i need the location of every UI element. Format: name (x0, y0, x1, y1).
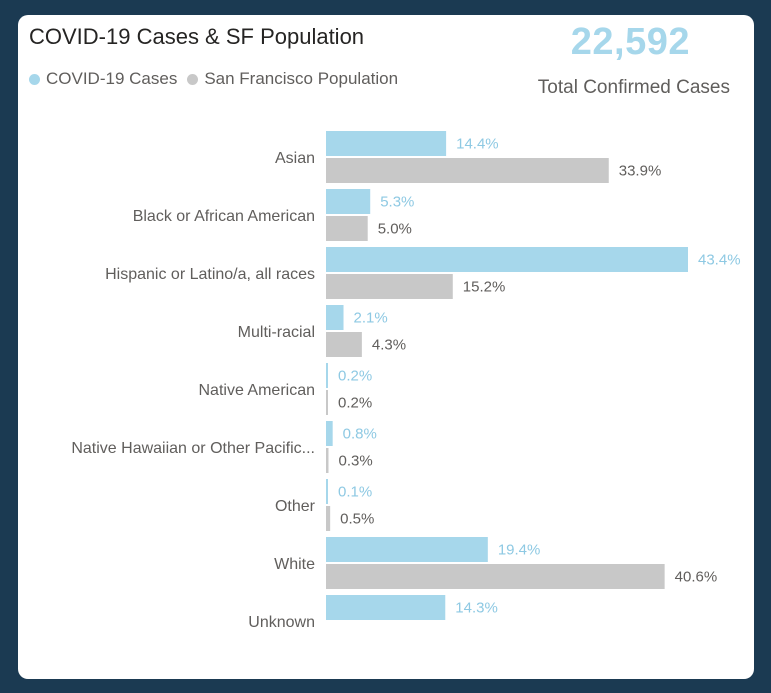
category-label: Multi-racial (238, 324, 315, 341)
data-label-population: 0.5% (340, 511, 374, 528)
bar-population[interactable] (326, 506, 331, 531)
category-label: Hispanic or Latino/a, all races (105, 266, 315, 283)
data-label-cases: 43.4% (698, 252, 741, 269)
data-label-cases: 0.1% (338, 484, 372, 501)
data-label-cases: 14.4% (456, 136, 499, 153)
category-label: Black or African American (133, 208, 315, 225)
bar-population[interactable] (326, 158, 609, 183)
bar-population[interactable] (326, 448, 329, 473)
bar-cases[interactable] (326, 421, 333, 446)
data-label-cases: 5.3% (380, 194, 414, 211)
legend-label-cases: COVID-19 Cases (46, 69, 178, 88)
kpi-label: Total Confirmed Cases (537, 77, 730, 98)
bar-cases[interactable] (326, 479, 328, 504)
category-label: Other (275, 498, 316, 515)
data-label-population: 15.2% (463, 279, 506, 296)
bar-cases[interactable] (326, 363, 328, 388)
data-label-population: 40.6% (675, 569, 718, 586)
bar-cases[interactable] (326, 189, 371, 214)
bar-cases[interactable] (326, 595, 446, 620)
bar-chart: Asian 14.4% 33.9% Black or African American… (71, 131, 741, 631)
data-label-population: 5.0% (378, 221, 412, 238)
bar-population[interactable] (326, 564, 665, 589)
data-label-cases: 0.8% (343, 426, 377, 443)
bar-population[interactable] (326, 216, 368, 241)
bar-population[interactable] (326, 332, 362, 357)
legend-item-population[interactable]: San Francisco Population (187, 69, 398, 89)
chart-card: COVID-19 Cases & SF Population COVID-19 … (18, 15, 754, 679)
legend-label-population: San Francisco Population (204, 69, 399, 88)
bar-cases[interactable] (326, 247, 688, 272)
legend-dot-cases (29, 73, 40, 85)
category-label: Native Hawaiian or Other Pacific... (71, 440, 315, 457)
data-label-population: 0.2% (338, 395, 372, 412)
category-label: White (274, 556, 315, 573)
bar-population[interactable] (326, 390, 328, 415)
category-label: Unknown (248, 614, 315, 631)
data-label-cases: 14.3% (455, 600, 498, 617)
data-label-cases: 0.2% (338, 368, 372, 385)
category-label: Asian (275, 150, 315, 167)
legend: COVID-19 Cases San Francisco Population (29, 69, 408, 89)
bar-population[interactable] (326, 274, 453, 299)
chart-title: COVID-19 Cases & SF Population (29, 24, 365, 49)
bar-cases[interactable] (326, 537, 488, 562)
data-label-population: 33.9% (619, 163, 662, 180)
data-label-cases: 19.4% (498, 542, 541, 559)
legend-item-cases[interactable]: COVID-19 Cases (29, 69, 177, 89)
category-label: Native American (199, 382, 316, 399)
legend-dot-population (187, 73, 199, 85)
data-label-cases: 2.1% (354, 310, 388, 327)
bar-cases[interactable] (326, 305, 344, 330)
data-label-population: 4.3% (372, 337, 406, 354)
kpi-value: 22,592 (570, 21, 690, 63)
bar-cases[interactable] (326, 131, 447, 156)
data-label-population: 0.3% (339, 453, 373, 470)
